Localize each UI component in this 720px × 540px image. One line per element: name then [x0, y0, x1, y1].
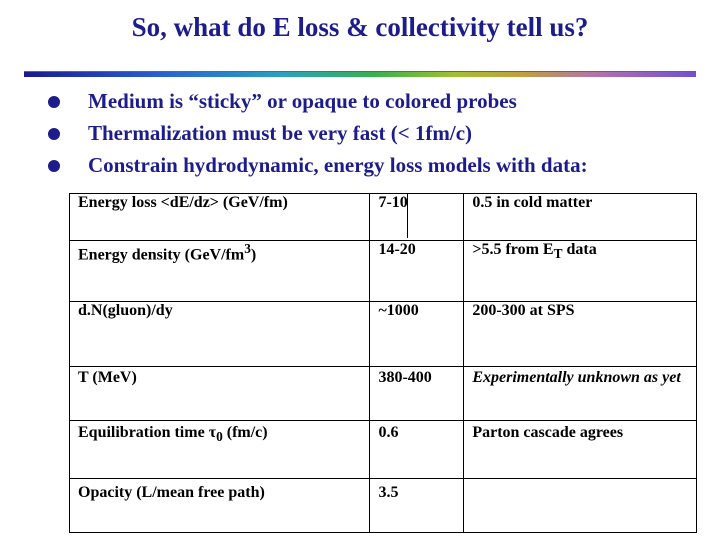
- table-cell-note: [463, 478, 697, 533]
- quantity-text-end: ): [250, 246, 257, 264]
- table-cell-note: 0.5 in cold matter: [463, 193, 697, 241]
- table-cell-value: 0.6: [369, 420, 465, 479]
- table-cell-quantity: Equilibration time τ0 (fm/c): [68, 420, 371, 479]
- quantity-subscript: 0: [216, 429, 223, 445]
- quantity-text-end: (fm/c): [222, 424, 268, 441]
- bullet-dot-icon: [48, 96, 60, 108]
- table-cell-quantity: Energy loss <dE/dz> (GeV/fm): [68, 193, 371, 241]
- results-table: Energy loss <dE/dz> (GeV/fm) 7-10 0.5 in…: [68, 193, 697, 533]
- bullet-item: Thermalization must be very fast (< 1fm/…: [48, 121, 708, 153]
- bullet-text: Thermalization must be very fast (< 1fm/…: [88, 121, 473, 145]
- table-row: Energy density (GeV/fm3) 14-20 >5.5 from…: [68, 240, 697, 302]
- table-cell-note: Parton cascade agrees: [463, 420, 697, 479]
- slide-title: So, what do E loss & collectivity tell u…: [131, 12, 589, 42]
- quantity-text: Equilibration time: [78, 424, 209, 441]
- bullet-item: Medium is “sticky” or opaque to colored …: [48, 89, 708, 121]
- table-cell-note: Experimentally unknown as yet: [463, 366, 697, 421]
- bullet-text: Constrain hydrodynamic, energy loss mode…: [88, 153, 588, 177]
- cell-divider: [407, 193, 408, 238]
- bullet-dot-icon: [48, 160, 60, 172]
- table-cell-note: >5.5 from ET data: [463, 240, 697, 302]
- quantity-text: Energy density (GeV/fm: [78, 246, 245, 264]
- note-text: >5.5 from E: [472, 241, 554, 258]
- table-cell-value: 14-20: [369, 240, 465, 302]
- table-row: T (MeV) 380-400 Experimentally unknown a…: [68, 366, 697, 421]
- table-cell-quantity: T (MeV): [68, 366, 371, 421]
- bullet-item: Constrain hydrodynamic, energy loss mode…: [48, 153, 708, 185]
- bullet-dot-icon: [48, 128, 60, 140]
- table-cell-value: 3.5: [369, 478, 465, 533]
- note-text-end: data: [562, 241, 597, 258]
- table-row: Energy loss <dE/dz> (GeV/fm) 7-10 0.5 in…: [68, 193, 697, 241]
- table-cell-value: 7-10: [369, 193, 465, 241]
- note-subscript: T: [553, 246, 563, 262]
- table-row: d.N(gluon)/dy ~1000 200-300 at SPS: [68, 301, 697, 367]
- table-row: Equilibration time τ0 (fm/c) 0.6 Parton …: [68, 420, 697, 479]
- title-divider: [24, 71, 696, 77]
- table-cell-value: ~1000: [369, 301, 465, 367]
- table-cell-note: 200-300 at SPS: [463, 301, 697, 367]
- table-cell-quantity: Opacity (L/mean free path): [68, 478, 371, 533]
- table-cell-value: 380-400: [369, 366, 465, 421]
- tau-symbol: τ: [208, 424, 217, 441]
- bullet-list: Medium is “sticky” or opaque to colored …: [48, 89, 708, 185]
- table-row: Opacity (L/mean free path) 3.5: [68, 478, 697, 533]
- quantity-superscript: 3: [244, 241, 251, 256]
- table-cell-quantity: d.N(gluon)/dy: [68, 301, 371, 367]
- bullet-text: Medium is “sticky” or opaque to colored …: [88, 89, 517, 113]
- table-cell-quantity: Energy density (GeV/fm3): [68, 240, 371, 302]
